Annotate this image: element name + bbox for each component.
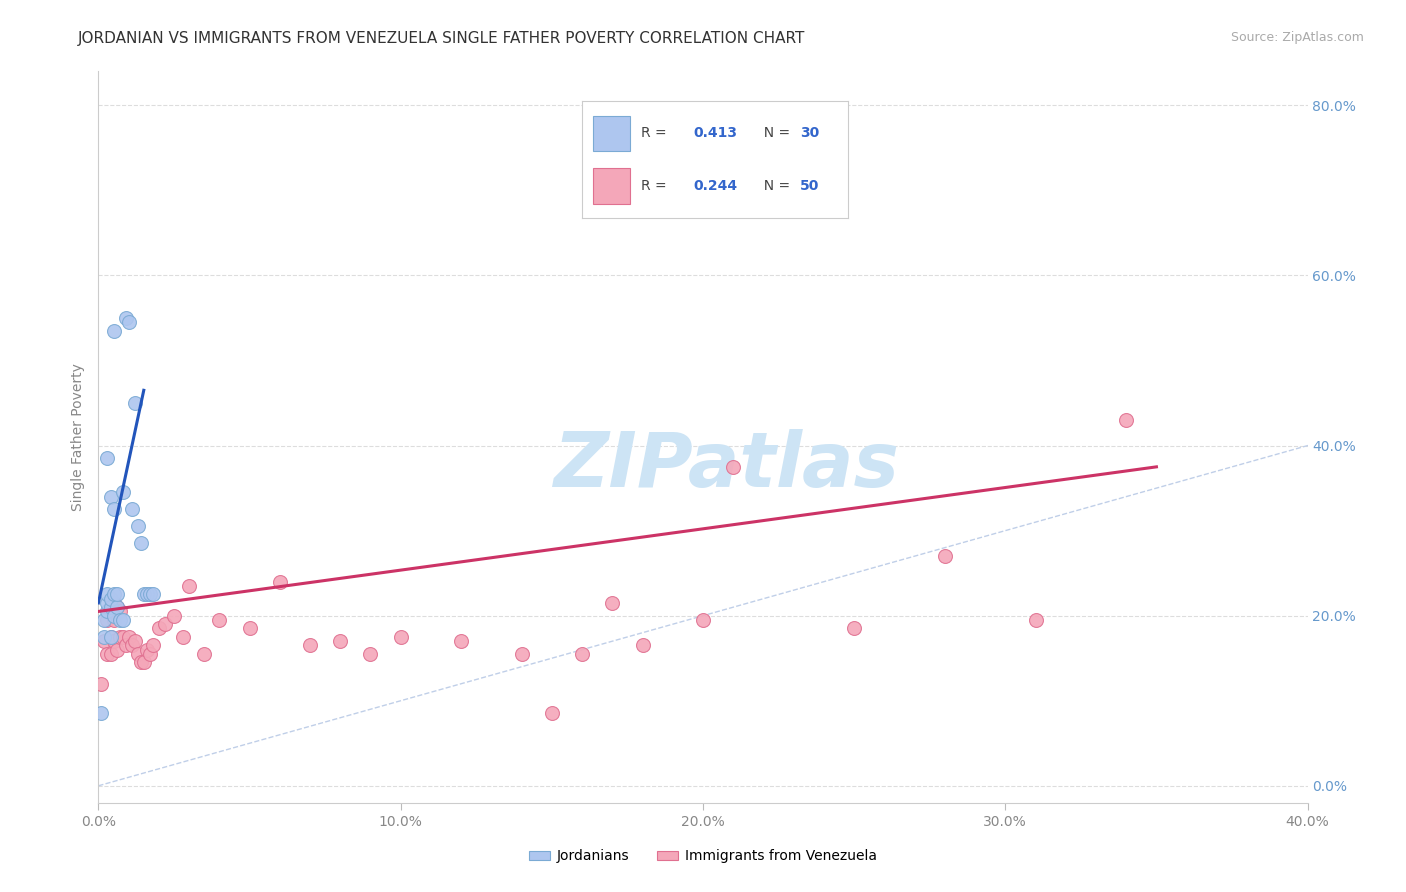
Point — [93, 634, 115, 648]
Point — [100, 630, 122, 644]
Point — [631, 639, 654, 653]
Point — [105, 642, 128, 657]
Point — [100, 490, 122, 504]
Point — [96, 587, 118, 601]
Point — [108, 613, 131, 627]
Point — [103, 587, 125, 601]
Point — [127, 519, 149, 533]
Point — [510, 647, 533, 661]
Point — [132, 587, 155, 601]
Point — [208, 613, 231, 627]
Point — [723, 459, 745, 474]
Point — [148, 622, 170, 636]
Point — [100, 591, 122, 606]
Point — [934, 549, 956, 563]
Point — [132, 656, 155, 670]
Point — [163, 608, 186, 623]
Point — [96, 647, 118, 661]
Point — [571, 647, 593, 661]
Point — [1024, 613, 1046, 627]
Point — [111, 630, 134, 644]
Point — [103, 324, 125, 338]
Point — [142, 639, 165, 653]
Point — [121, 502, 143, 516]
Point — [100, 604, 122, 618]
Point — [602, 596, 624, 610]
Point — [329, 634, 352, 648]
Point — [105, 587, 128, 601]
Y-axis label: Single Father Poverty: Single Father Poverty — [72, 363, 86, 511]
Point — [103, 608, 125, 623]
Point — [108, 630, 131, 644]
Point — [135, 587, 157, 601]
Point — [111, 613, 134, 627]
Point — [299, 639, 322, 653]
Point — [139, 587, 162, 601]
Point — [105, 600, 128, 615]
Point — [139, 647, 162, 661]
Point — [172, 630, 194, 644]
Point — [96, 613, 118, 627]
Point — [90, 706, 112, 721]
Point — [103, 596, 125, 610]
Point — [105, 600, 128, 615]
Point — [100, 647, 122, 661]
Point — [93, 613, 115, 627]
Point — [103, 502, 125, 516]
Point — [269, 574, 291, 589]
Point — [124, 634, 146, 648]
Text: ZIPatlas: ZIPatlas — [554, 429, 900, 503]
Point — [239, 622, 262, 636]
Point — [96, 596, 118, 610]
Point — [360, 647, 382, 661]
Point — [1115, 413, 1137, 427]
Point — [103, 613, 125, 627]
Point — [129, 536, 152, 550]
Point — [93, 630, 115, 644]
Point — [129, 656, 152, 670]
Point — [96, 604, 118, 618]
Point — [179, 579, 201, 593]
Legend: Jordanians, Immigrants from Venezuela: Jordanians, Immigrants from Venezuela — [523, 844, 883, 869]
Point — [540, 706, 562, 721]
Point — [90, 677, 112, 691]
Point — [692, 613, 714, 627]
Point — [450, 634, 472, 648]
Point — [100, 600, 122, 615]
Point — [142, 587, 165, 601]
Text: JORDANIAN VS IMMIGRANTS FROM VENEZUELA SINGLE FATHER POVERTY CORRELATION CHART: JORDANIAN VS IMMIGRANTS FROM VENEZUELA S… — [77, 31, 804, 46]
Point — [844, 622, 866, 636]
Point — [108, 604, 131, 618]
Point — [114, 639, 136, 653]
Point — [127, 647, 149, 661]
Point — [153, 617, 176, 632]
Text: Source: ZipAtlas.com: Source: ZipAtlas.com — [1230, 31, 1364, 45]
Point — [96, 451, 118, 466]
Point — [118, 630, 141, 644]
Point — [121, 639, 143, 653]
Point — [100, 630, 122, 644]
Point — [114, 311, 136, 326]
Point — [193, 647, 215, 661]
Point — [389, 630, 412, 644]
Point — [118, 315, 141, 329]
Point — [135, 642, 157, 657]
Point — [124, 396, 146, 410]
Point — [111, 485, 134, 500]
Point — [103, 634, 125, 648]
